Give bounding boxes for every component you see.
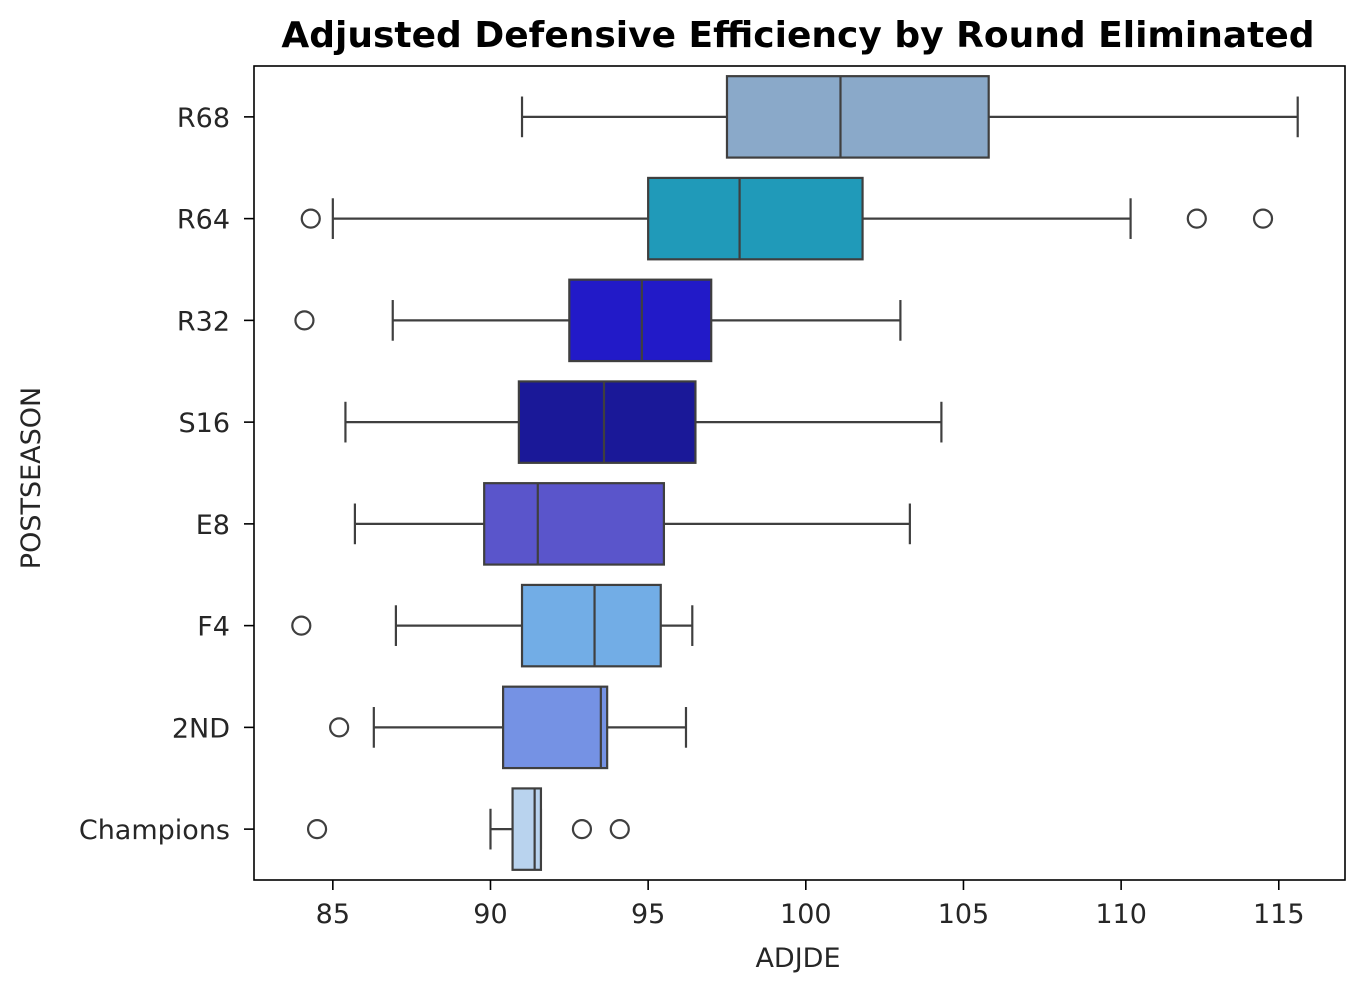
x-tick-label-105: 105 <box>938 899 990 930</box>
outlier-r32-1 <box>294 310 315 331</box>
outlier-champions-1 <box>306 819 328 840</box>
x-tick-label-90: 90 <box>473 899 507 930</box>
outlier-f4-1 <box>291 615 312 636</box>
y-tick-label-e8: E8 <box>196 510 230 541</box>
outlier-r64-3 <box>1252 208 1274 229</box>
x-tick-label-95: 95 <box>631 899 665 930</box>
box-r32 <box>568 278 713 363</box>
outlier-champions-3 <box>609 819 630 840</box>
y-axis-label: POSTSEASON <box>16 387 47 569</box>
box-s16 <box>517 380 697 464</box>
x-tick-label-85: 85 <box>316 899 350 930</box>
y-tick-label-r68: R68 <box>177 103 230 134</box>
x-axis-label: ADJDE <box>755 943 840 974</box>
outlier-champions-2 <box>571 819 593 840</box>
plot-area: R68 R64 R32 S16 E8 F4 2ND Champions 85 90 95 100 105… <box>79 65 1346 930</box>
box-e8 <box>483 482 666 566</box>
x-tick-label-100: 100 <box>780 899 832 930</box>
box-r68 <box>725 75 990 159</box>
outlier-r64-2 <box>1186 208 1207 229</box>
y-tick-label-r32: R32 <box>177 306 230 337</box>
y-tick-label-champions: Champions <box>79 815 230 846</box>
x-tick-label-110: 110 <box>1095 899 1147 930</box>
outlier-2nd-1 <box>329 717 350 738</box>
box-r64 <box>647 176 864 261</box>
box-f4 <box>520 583 662 668</box>
y-tick-label-f4: F4 <box>197 612 230 643</box>
y-tick-label-r64: R64 <box>177 205 230 236</box>
box-2nd <box>502 685 609 770</box>
outlier-r64-1 <box>300 208 321 229</box>
plot-frame <box>253 65 1346 881</box>
box-champions <box>511 787 543 871</box>
y-tick-label-2nd: 2ND <box>172 713 230 744</box>
x-tick-label-115: 115 <box>1253 899 1305 930</box>
chart-title: Adjusted Defensive Efficiency by Round E… <box>281 15 1314 56</box>
y-tick-label-s16: S16 <box>179 408 231 439</box>
